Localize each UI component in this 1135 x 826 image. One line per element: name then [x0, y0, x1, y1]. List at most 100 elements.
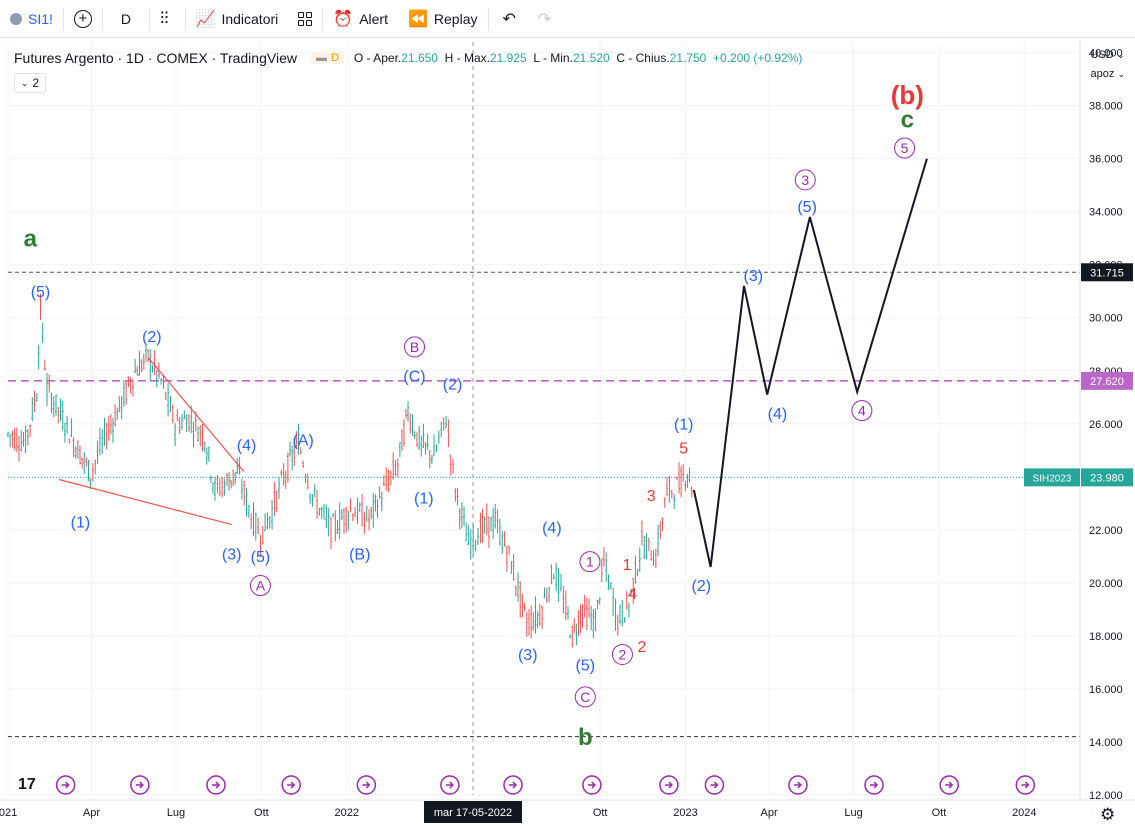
- wave-circle: [794, 169, 816, 191]
- arrow-icon: [793, 781, 802, 789]
- grid-icon: [298, 11, 313, 26]
- price-series-layer: [7, 293, 693, 648]
- replay-label: Replay: [433, 10, 478, 27]
- indicators-toggle[interactable]: ⌄ 2: [14, 73, 46, 93]
- arrow-icon: [1021, 781, 1030, 789]
- arrow-icon: [287, 781, 296, 789]
- arrow-icon: [664, 781, 673, 789]
- bars-chart-icon: ⫶⫶: [160, 8, 169, 28]
- symbol-search-button[interactable]: SI1!: [0, 0, 63, 38]
- arrow-icon: [945, 781, 954, 789]
- symbol-label: SI1!: [28, 10, 53, 27]
- tradingview-logo-icon: 17: [18, 776, 36, 793]
- drawings-layer: 17: [18, 158, 1036, 795]
- wave-circle: [894, 137, 916, 159]
- price-line-box: [1081, 468, 1133, 487]
- wave-label: (5): [251, 549, 271, 566]
- price-line-box: [1081, 371, 1133, 390]
- x-tick-label: Apr: [761, 807, 778, 819]
- wave-label: (3): [518, 647, 538, 664]
- price-line-value: 23.980: [1090, 472, 1124, 484]
- close-label: C - Chius.: [616, 51, 670, 65]
- chevron-down-icon: ⌄: [1116, 50, 1125, 60]
- alarm-clock-icon: ⏰: [333, 10, 354, 28]
- wave-label: C: [580, 689, 590, 705]
- y-tick-label: 26.000: [1089, 419, 1123, 431]
- indicators-button[interactable]: 📈 Indicatori: [186, 0, 289, 38]
- wave-label: (3): [222, 546, 242, 563]
- plus-circle-icon: +: [73, 9, 92, 28]
- price-line-box: [1081, 263, 1133, 282]
- toolbar-divider: [62, 7, 64, 30]
- wave-label: b: [578, 724, 593, 751]
- y-tick-label: 22.000: [1089, 525, 1123, 537]
- close-value: 21.750: [669, 51, 707, 65]
- toolbar-divider: [101, 7, 103, 30]
- compare-button[interactable]: +: [64, 0, 102, 38]
- indicator-count: 2: [32, 76, 40, 90]
- layouts-button[interactable]: [288, 0, 322, 38]
- x-tick-label: Ott: [593, 807, 608, 819]
- x-tick-label: 2022: [335, 807, 359, 819]
- wave-label: 3: [647, 488, 656, 505]
- wave-label: (3): [744, 268, 764, 285]
- indicators-label: Indicatori: [221, 10, 279, 27]
- series-name-label: SIH2023: [1033, 473, 1072, 484]
- wave-label: (B): [349, 546, 370, 563]
- wave-label: 1: [586, 554, 594, 570]
- unit-label: apoz: [1090, 68, 1115, 80]
- wave-circle: [851, 400, 873, 422]
- currency-selector[interactable]: USD ⌄ apoz ⌄: [1091, 46, 1125, 84]
- undo-icon: ↶: [502, 10, 516, 28]
- crosshair-time-label: mar 17-05-2022: [434, 807, 512, 819]
- wave-label: 4: [858, 402, 866, 418]
- toolbar-divider: [184, 7, 186, 30]
- top-toolbar: SI1! + D ⫶⫶ 📈 Indicatori ⏰ Alert ⏪ Repla…: [0, 0, 1135, 38]
- series-name-box: [1024, 468, 1080, 487]
- wave-label: (4): [237, 438, 257, 455]
- redo-button[interactable]: ↷: [530, 0, 559, 38]
- wave-label: (C): [403, 369, 425, 386]
- undo-button[interactable]: ↶: [489, 0, 530, 38]
- wave-labels-layer: a (5) (2) (1) (3) (4) (5) A (A) (B) B (C) (2) (1) (4) (…: [24, 80, 924, 751]
- arrow-icon: [870, 781, 879, 789]
- y-tick-label: 12.000: [1089, 790, 1123, 802]
- arrow-icon: [61, 781, 70, 789]
- wave-label: (5): [797, 199, 817, 216]
- arrow-icon: [211, 781, 221, 789]
- wave-label: (1): [674, 416, 694, 433]
- high-value: 21.925: [490, 51, 527, 65]
- wave-circle: [574, 686, 596, 708]
- wave-label: (1): [71, 515, 91, 532]
- change-value: +0.200 (+0.92%): [713, 51, 803, 65]
- currency-label: USD: [1090, 49, 1114, 61]
- open-label: O - Aper.: [353, 51, 402, 65]
- price-chart[interactable]: 17 a (5) (2) (1) (3) (4) (5) A (A) (B) B (C) (2) (1) (…: [0, 40, 1135, 826]
- wave-label: 2: [637, 639, 646, 656]
- arrow-icon: [135, 781, 144, 789]
- toolbar-divider: [149, 7, 151, 30]
- chevron-down-icon: ⌄: [20, 77, 29, 88]
- chart-type-button[interactable]: ⫶⫶: [150, 0, 185, 38]
- gear-icon: ⚙: [1100, 805, 1115, 825]
- x-tick-label: Ott: [932, 807, 947, 819]
- redo-icon: ↷: [537, 10, 552, 28]
- wave-label: (4): [768, 406, 788, 423]
- market-status-letter: D: [330, 52, 339, 64]
- chart-title: Futures Argento · 1D · COMEX · TradingVi…: [14, 50, 297, 66]
- arrow-icon: [710, 781, 719, 789]
- alert-label: Alert: [359, 10, 388, 27]
- x-tick-label: 2023: [673, 807, 697, 819]
- wave-label: (1): [414, 491, 434, 508]
- y-tick-label: 16.000: [1089, 684, 1123, 696]
- high-label: H - Max.: [444, 51, 490, 65]
- wave-label: (5): [31, 284, 51, 301]
- alert-button[interactable]: ⏰ Alert: [323, 0, 398, 38]
- arrow-icon: [587, 781, 596, 789]
- wave-label: (2): [142, 329, 162, 346]
- replay-button[interactable]: ⏪ Replay: [398, 0, 488, 38]
- y-tick-label: 36.000: [1089, 154, 1123, 166]
- interval-button[interactable]: D: [103, 0, 149, 38]
- low-value: 21.520: [572, 51, 610, 65]
- wave-label: (4): [542, 520, 562, 537]
